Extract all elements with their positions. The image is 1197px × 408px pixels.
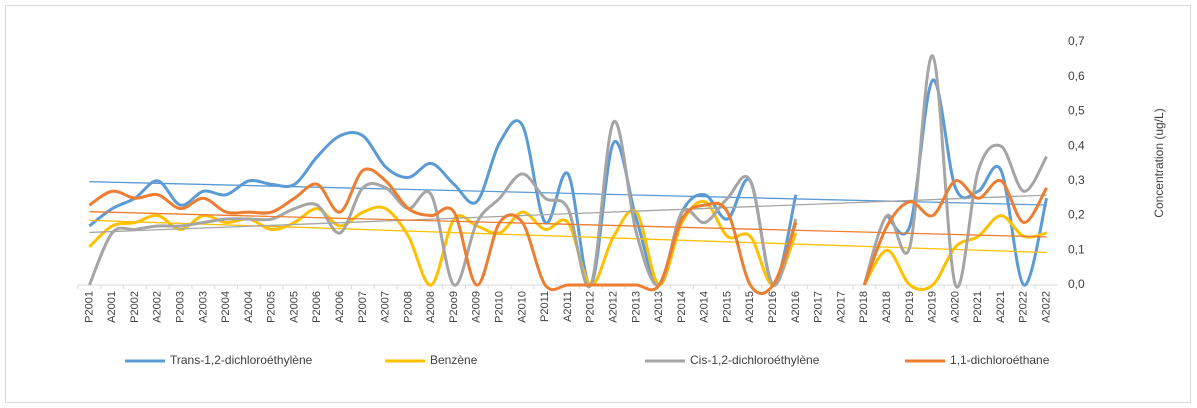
x-tick-label: P2014	[676, 291, 688, 323]
x-tick-label: A2006	[334, 291, 346, 323]
x-tick-label: P2015	[721, 291, 733, 323]
trendline	[89, 211, 1047, 238]
x-tick-label: A2002	[152, 291, 164, 323]
x-tick-label: P2001	[83, 291, 95, 323]
x-tick-label: A2017	[835, 291, 847, 323]
x-tick-label: A2004	[243, 291, 255, 323]
y-tick-label: 0,4	[1068, 138, 1085, 152]
y-tick-label: 0,3	[1068, 173, 1085, 187]
x-tick-label: A2005	[288, 291, 300, 323]
y-tick-label: 0,5	[1068, 104, 1085, 118]
x-tick-label: P2004	[220, 291, 232, 323]
x-tick-label: A2014	[699, 291, 711, 323]
trendline	[89, 194, 1047, 234]
y-tick-label: 0,7	[1068, 34, 1085, 48]
x-tick-label: P2019	[904, 291, 916, 323]
x-tick-label: A2007	[380, 291, 392, 323]
x-tick-label: P2002	[129, 291, 141, 323]
x-tick-label: A2011	[562, 291, 574, 322]
x-tick-label: A2008	[425, 291, 437, 323]
x-tick-label: P2oo9	[448, 291, 460, 323]
x-tick-label: P2013	[630, 291, 642, 323]
legend-label: 1,1-dichloroéthane	[950, 353, 1050, 367]
y-tick-label: 0,2	[1068, 208, 1085, 222]
x-tick-label: A2021	[995, 291, 1007, 323]
x-tick-label: P2005	[266, 291, 278, 323]
x-tick-label: A2020	[949, 291, 961, 323]
y-tick-label: 0,6	[1068, 69, 1085, 83]
y-axis-label: Concentration (ug/L)	[1152, 108, 1166, 217]
x-tick-label: A2003	[197, 291, 209, 323]
x-tick-label: A2019	[927, 291, 939, 323]
x-tick-label: A2016	[790, 291, 802, 323]
x-tick-label: P2011	[539, 291, 551, 322]
x-tick-label: P2022	[1018, 291, 1030, 323]
x-tick-label: P2016	[767, 291, 779, 323]
y-tick-label: 0,1	[1068, 242, 1085, 256]
x-tick-label: P2017	[813, 291, 825, 323]
series-line	[88, 167, 1048, 295]
x-tick-label: A2018	[881, 291, 893, 323]
y-tick-label: 0,0	[1068, 277, 1085, 291]
legend-label: Trans-1,2-dichloroéthylène	[170, 353, 313, 367]
x-tick-label: A2001	[106, 291, 118, 323]
x-tick-label: P2003	[174, 291, 186, 323]
x-tick-label: A2013	[653, 291, 665, 323]
x-tick-label: A2022	[1041, 291, 1053, 323]
x-tick-label: P2018	[858, 291, 870, 323]
x-tick-label: P2007	[357, 291, 369, 323]
x-tick-label: A2012	[607, 291, 619, 323]
x-tick-label: P2021	[972, 291, 984, 323]
x-tick-label: P2010	[494, 291, 506, 323]
x-tick-label: A2010	[516, 291, 528, 323]
legend-label: Cis-1,2-dichloroéthylène	[690, 353, 820, 367]
x-tick-label: A2015	[744, 291, 756, 323]
x-tick-label: P2012	[585, 291, 597, 323]
x-tick-label: A2009	[471, 291, 483, 323]
x-tick-label: P2006	[311, 291, 323, 323]
series-line	[88, 54, 1048, 289]
x-tick-label: P2008	[402, 291, 414, 323]
legend-label: Benzène	[430, 353, 478, 367]
